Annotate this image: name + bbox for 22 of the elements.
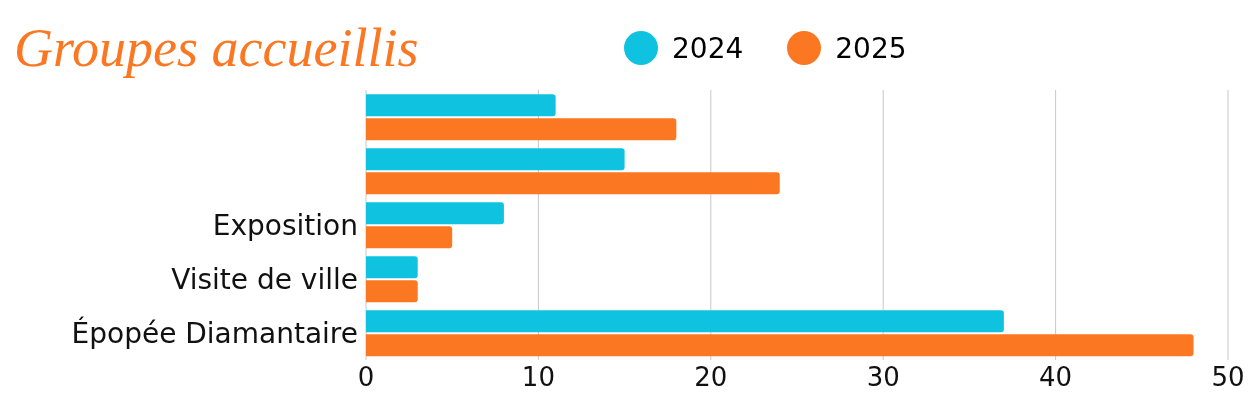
bar	[366, 310, 1004, 333]
x-tick-label: 30	[866, 362, 900, 393]
bar	[366, 94, 556, 117]
x-tick-label: 10	[521, 362, 555, 393]
bar	[366, 226, 453, 249]
bar	[366, 202, 504, 225]
y-tick-label: Épopée Diamantaire	[71, 315, 358, 350]
bar	[366, 256, 418, 279]
chart-title: Groupes accueillis	[14, 17, 420, 79]
bar	[366, 172, 780, 195]
y-tick-label: Exposition	[212, 208, 358, 242]
y-tick-label: Visite de ville	[171, 262, 358, 296]
legend-label: 2025	[835, 31, 907, 65]
bar	[366, 280, 418, 303]
x-tick-label: 0	[357, 362, 375, 393]
bar	[366, 148, 625, 171]
bar	[366, 118, 677, 141]
bar	[366, 334, 1194, 357]
legend-label: 2024	[672, 31, 744, 65]
x-tick-label: 20	[694, 362, 728, 393]
x-tick-label: 50	[1211, 362, 1245, 393]
x-tick-label: 40	[1039, 362, 1073, 393]
